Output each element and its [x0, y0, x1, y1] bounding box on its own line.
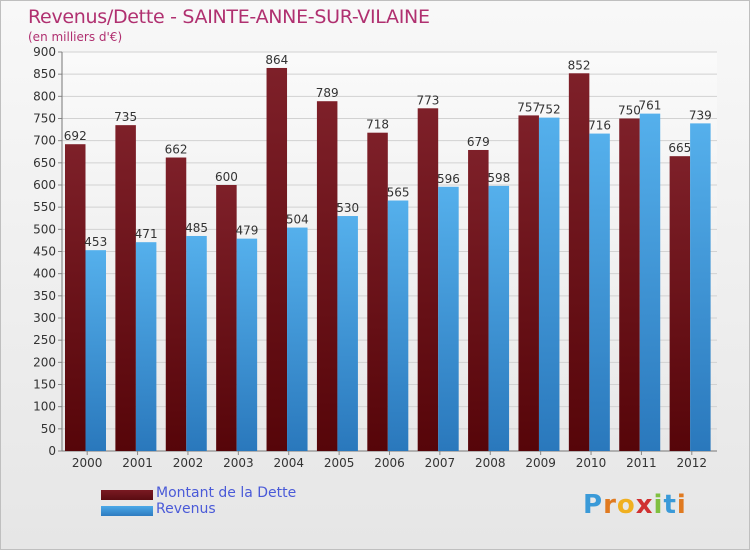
data-label-revenus: 453: [84, 235, 107, 249]
x-tick-label: 2011: [626, 456, 657, 470]
data-label-dette: 679: [467, 135, 490, 149]
bar-dette: [216, 185, 237, 451]
x-tick-label: 2009: [525, 456, 556, 470]
bar-dette: [669, 156, 691, 451]
data-label-revenus: 530: [336, 201, 359, 215]
bar-revenus: [186, 235, 207, 451]
data-label-dette: 735: [114, 110, 137, 124]
x-tick-label: 2007: [425, 456, 456, 470]
bar-dette: [115, 125, 136, 452]
data-label-revenus: 565: [387, 186, 410, 200]
data-label-revenus: 752: [538, 103, 561, 117]
x-tick-label: 2004: [273, 456, 304, 470]
legend-label-dette: Montant de la Dette: [156, 485, 297, 501]
y-tick-label: 600: [33, 178, 56, 192]
bar-dette: [165, 157, 187, 451]
bar-revenus: [287, 227, 308, 451]
x-tick-label: 2006: [374, 456, 405, 470]
y-tick-label: 0: [48, 444, 56, 458]
bar-dette: [65, 144, 86, 452]
bar-revenus: [639, 113, 661, 451]
data-label-dette: 750: [618, 104, 641, 118]
data-label-revenus: 485: [185, 221, 208, 235]
bar-revenus: [85, 250, 106, 451]
data-label-revenus: 739: [689, 108, 712, 122]
data-label-dette: 757: [517, 100, 540, 114]
data-label-revenus: 716: [588, 119, 611, 133]
data-label-revenus: 471: [135, 227, 158, 241]
bar-revenus: [589, 133, 610, 451]
bar-dette: [568, 73, 590, 451]
x-tick-label: 2010: [576, 456, 607, 470]
bar-dette: [619, 118, 640, 451]
proxiti-logo: Proxiti: [583, 490, 687, 520]
y-tick-label: 50: [41, 422, 56, 436]
data-label-dette: 773: [416, 93, 439, 107]
bar-revenus: [236, 238, 258, 451]
y-tick-label: 550: [33, 200, 56, 214]
data-label-dette: 718: [366, 118, 389, 132]
legend-swatch-revenus: [101, 506, 153, 516]
legend-label-revenus: Revenus: [156, 501, 216, 517]
bar-dette: [518, 115, 539, 451]
y-tick-label: 500: [33, 222, 56, 236]
y-tick-label: 100: [33, 400, 56, 414]
bar-revenus: [135, 242, 157, 451]
data-label-dette: 665: [668, 141, 691, 155]
y-tick-label: 450: [33, 245, 56, 259]
x-tick-label: 2012: [677, 456, 708, 470]
legend-swatch-dette: [101, 490, 153, 500]
chart-title: Revenus/Dette - SAINTE-ANNE-SUR-VILAINE: [28, 6, 430, 28]
data-label-dette: 692: [64, 129, 87, 143]
bar-revenus: [438, 186, 459, 452]
bar-dette: [266, 67, 288, 452]
x-tick-label: 2000: [72, 456, 103, 470]
y-tick-label: 800: [33, 89, 56, 103]
x-tick-label: 2005: [324, 456, 355, 470]
bar-dette: [417, 108, 439, 451]
bar-dette: [316, 101, 338, 452]
chart-subtitle: (en milliers d'€): [28, 30, 123, 44]
x-tick-label: 2003: [223, 456, 254, 470]
bar-revenus: [488, 185, 510, 452]
y-tick-label: 700: [33, 134, 56, 148]
y-tick-label: 750: [33, 112, 56, 126]
bar-dette: [468, 149, 489, 451]
y-tick-label: 300: [33, 311, 56, 325]
data-label-dette: 864: [265, 53, 288, 67]
y-tick-label: 400: [33, 267, 56, 281]
data-label-revenus: 504: [286, 213, 309, 227]
y-tick-label: 350: [33, 289, 56, 303]
data-label-revenus: 761: [639, 99, 662, 113]
x-tick-label: 2001: [122, 456, 153, 470]
data-label-revenus: 479: [235, 224, 258, 238]
data-label-dette: 662: [165, 143, 188, 157]
x-tick-label: 2008: [475, 456, 506, 470]
data-label-revenus: 596: [437, 172, 460, 186]
bar-dette: [367, 132, 388, 452]
y-tick-label: 900: [33, 45, 56, 59]
y-tick-label: 650: [33, 156, 56, 170]
y-tick-label: 850: [33, 67, 56, 81]
data-label-dette: 600: [215, 170, 238, 184]
y-tick-label: 250: [33, 333, 56, 347]
x-tick-label: 2002: [173, 456, 204, 470]
bar-revenus: [538, 117, 560, 451]
bar-revenus: [337, 216, 358, 451]
y-tick-label: 150: [33, 378, 56, 392]
data-label-dette: 852: [568, 58, 591, 72]
bar-revenus: [690, 123, 711, 452]
data-label-revenus: 598: [487, 171, 510, 185]
data-label-dette: 789: [316, 86, 339, 100]
y-tick-label: 200: [33, 355, 56, 369]
bar-revenus: [387, 200, 409, 451]
